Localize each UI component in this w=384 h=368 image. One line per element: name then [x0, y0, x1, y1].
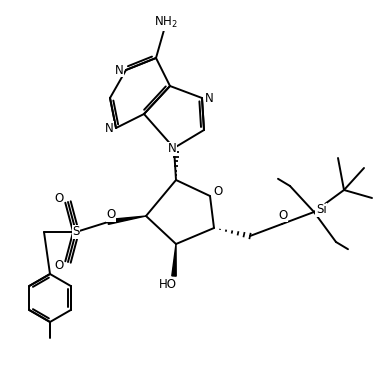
Text: O: O [278, 209, 288, 222]
Text: O: O [55, 259, 64, 272]
Text: HO: HO [159, 278, 177, 291]
Text: S: S [72, 226, 80, 238]
Text: N: N [168, 142, 176, 155]
Text: NH$_2$: NH$_2$ [154, 15, 178, 30]
Text: N: N [114, 64, 123, 77]
Text: O: O [55, 192, 64, 205]
Text: O: O [106, 208, 116, 221]
Text: Si: Si [316, 204, 326, 216]
Polygon shape [172, 244, 176, 276]
Text: S: S [72, 226, 80, 238]
Text: N: N [168, 142, 176, 155]
Text: N: N [204, 92, 213, 105]
Text: N: N [104, 121, 113, 134]
Polygon shape [108, 216, 146, 224]
Text: O: O [214, 185, 223, 198]
